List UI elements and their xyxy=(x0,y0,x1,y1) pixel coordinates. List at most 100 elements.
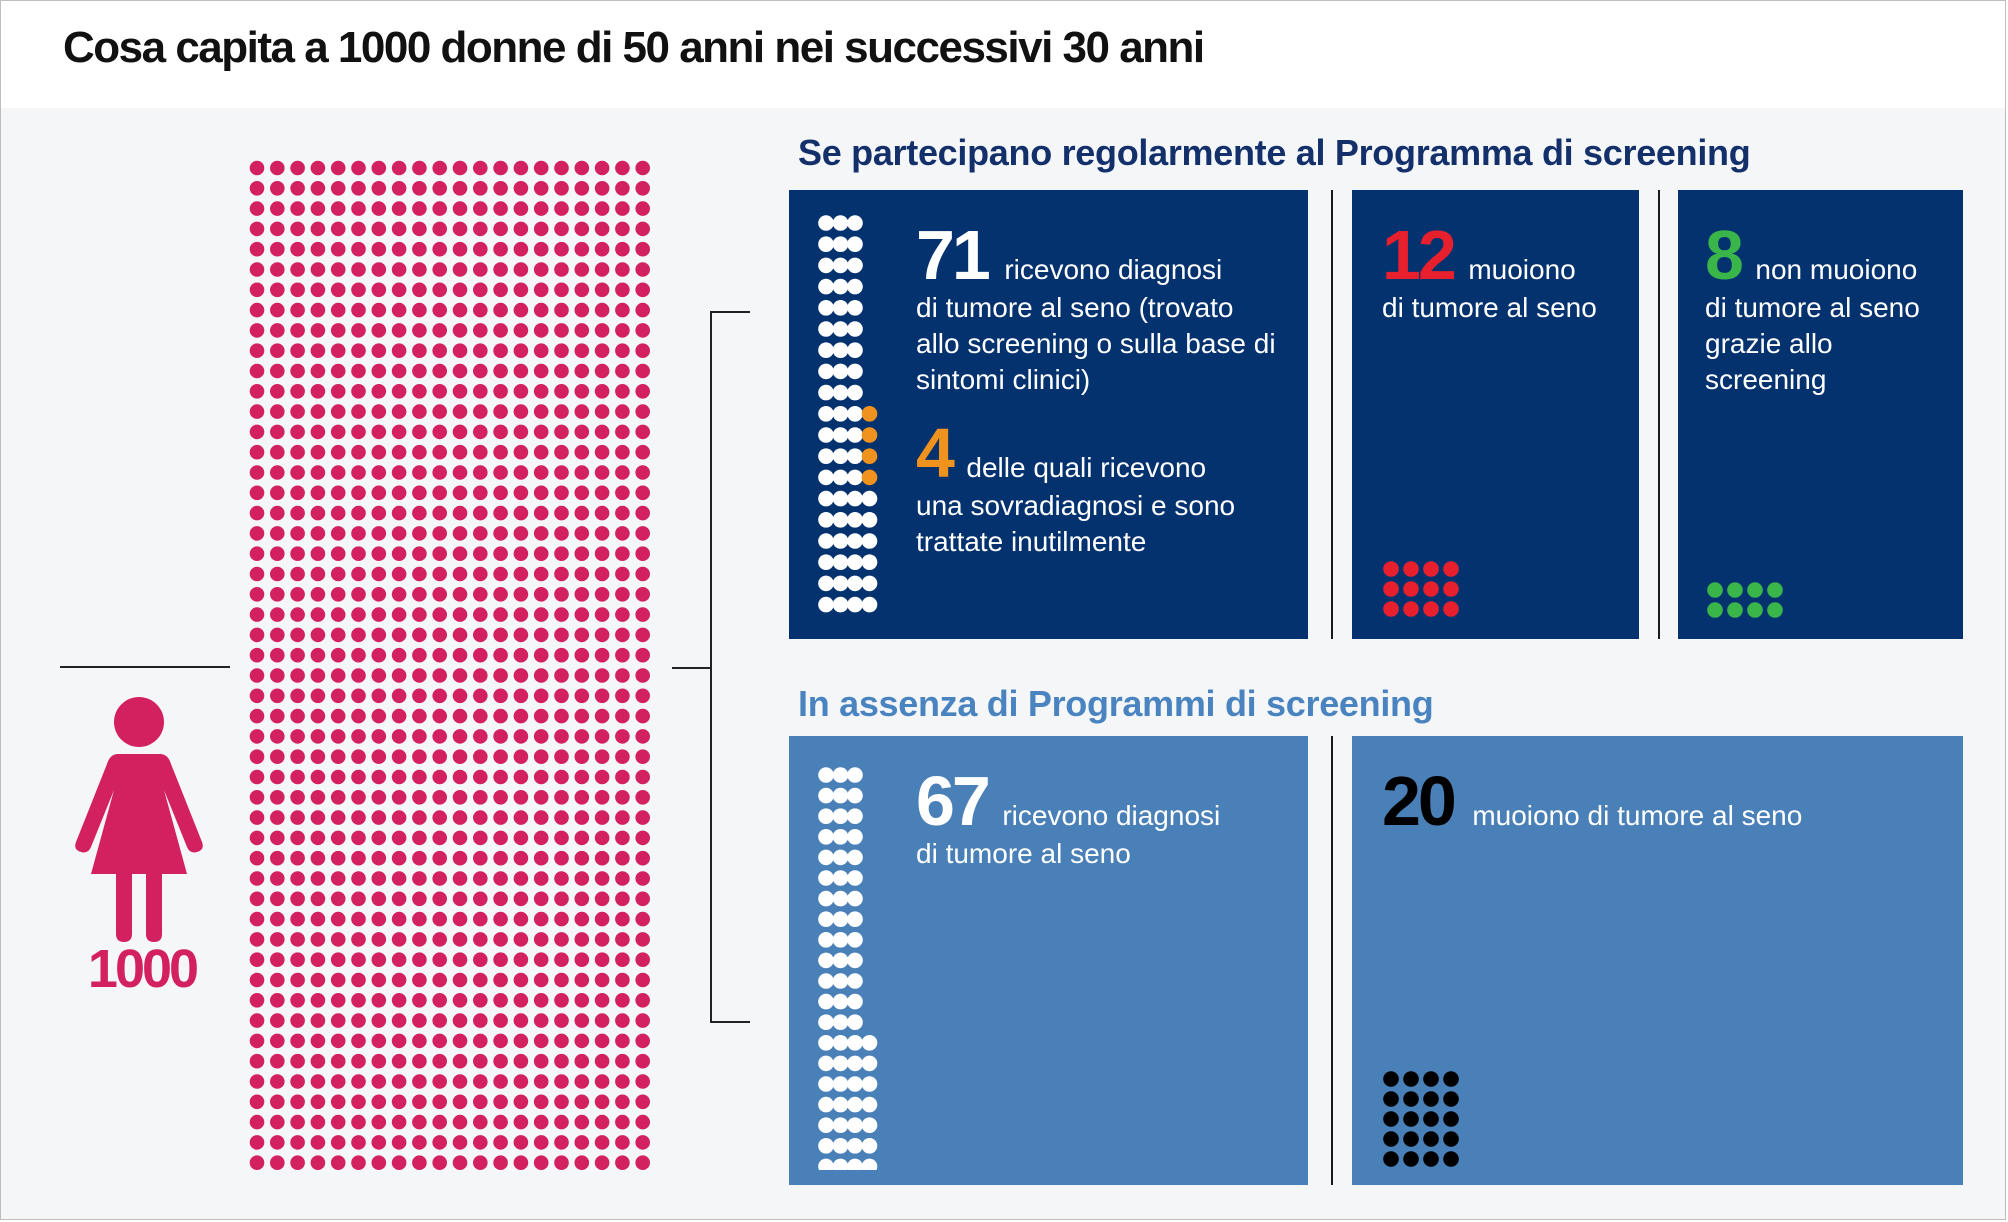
population-dot xyxy=(473,688,488,704)
population-dot xyxy=(310,1094,326,1110)
population-dot xyxy=(412,485,427,501)
diagnosed-dot xyxy=(818,406,834,422)
diagnosed-dot xyxy=(832,278,849,295)
death-dot xyxy=(1423,601,1439,617)
population-dot xyxy=(554,607,569,622)
separator xyxy=(1658,190,1660,639)
population-dot xyxy=(391,952,407,967)
diagnosed-dot xyxy=(818,300,834,316)
population-dot xyxy=(412,404,427,419)
population-dot xyxy=(533,485,549,501)
population-dot xyxy=(513,729,529,744)
diagnosed-dot xyxy=(847,787,863,804)
population-dot xyxy=(290,972,305,988)
population-dot xyxy=(270,688,285,704)
population-dot xyxy=(432,1135,447,1150)
population-dot xyxy=(533,891,549,907)
population-dot xyxy=(310,587,326,602)
population-dot xyxy=(290,485,305,501)
population-dot xyxy=(270,201,285,216)
population-dot xyxy=(310,282,326,298)
population-dot xyxy=(533,1074,549,1089)
population-dot xyxy=(310,972,326,988)
death-dot xyxy=(1443,1151,1459,1167)
diagnosed-dot xyxy=(847,932,863,948)
population-dot xyxy=(310,810,326,825)
diagnosed-dot xyxy=(832,236,849,252)
population-dot xyxy=(615,444,630,460)
population-dot xyxy=(351,181,366,196)
population-dot xyxy=(330,1074,346,1089)
population-dot xyxy=(635,850,650,866)
population-dot xyxy=(432,221,447,237)
population-dot xyxy=(493,424,508,440)
population-dot xyxy=(493,241,508,257)
diagnosed-dot xyxy=(832,406,849,422)
population-dot xyxy=(554,708,569,724)
population-dot xyxy=(574,911,590,927)
population-dot xyxy=(351,952,366,967)
population-dot xyxy=(594,607,610,622)
population-dot xyxy=(270,262,285,277)
population-dot xyxy=(310,911,326,927)
population-dot xyxy=(249,993,265,1008)
population-dot xyxy=(330,444,346,460)
population-dot xyxy=(594,485,610,501)
population-dot xyxy=(310,323,326,338)
population-dot xyxy=(290,241,305,257)
population-dot xyxy=(371,769,387,785)
population-dot xyxy=(412,566,427,582)
death-dot xyxy=(1423,1131,1439,1147)
population-dot xyxy=(290,1013,305,1028)
population-dot xyxy=(330,221,346,237)
population-dot xyxy=(391,911,407,927)
population-dot xyxy=(391,323,407,338)
death-dot xyxy=(1383,1111,1399,1127)
population-dot xyxy=(249,911,265,927)
population-dot xyxy=(330,911,346,927)
population-dot xyxy=(452,607,468,622)
diagnosed-dot xyxy=(818,1117,834,1133)
population-dot xyxy=(270,1155,285,1170)
population-dot xyxy=(290,708,305,724)
population-dot xyxy=(452,627,468,643)
population-dot xyxy=(452,1013,468,1028)
deaths-no-screening-block: 20 muoiono di tumore al seno xyxy=(1382,766,1942,836)
population-dot xyxy=(290,749,305,764)
population-dot xyxy=(351,465,366,480)
population-dot xyxy=(270,1053,285,1069)
population-dot xyxy=(391,810,407,825)
population-dot xyxy=(452,891,468,907)
population-dot xyxy=(290,1094,305,1110)
panel-deaths-screening: 12 muoiono di tumore al seno xyxy=(1352,190,1639,639)
diagnosed-dot xyxy=(832,767,849,783)
population-dot xyxy=(330,1094,346,1110)
population-dot xyxy=(290,505,305,521)
diagnosed-dot xyxy=(847,1138,863,1154)
population-dot xyxy=(594,526,610,541)
population-dot xyxy=(533,343,549,358)
population-dot xyxy=(533,221,549,237)
diagnosed-no-screening-number: 67 xyxy=(916,762,991,840)
diagnosed-dot xyxy=(832,342,849,358)
population-dot xyxy=(330,790,346,805)
population-dot xyxy=(594,627,610,643)
population-dot xyxy=(290,444,305,460)
diagnosed-dot xyxy=(847,808,863,824)
population-dot xyxy=(513,749,529,764)
deaths-no-screening-dots xyxy=(1383,1071,1459,1167)
population-dot xyxy=(310,627,326,643)
population-dot xyxy=(371,363,387,379)
population-dot xyxy=(391,505,407,521)
population-dot xyxy=(270,647,285,663)
population-dot xyxy=(371,160,387,176)
population-dot xyxy=(310,749,326,764)
population-dot xyxy=(635,505,650,521)
population-dot xyxy=(270,911,285,927)
diagnosed-dot xyxy=(847,993,863,1010)
population-dot xyxy=(615,282,630,298)
population-dot xyxy=(432,1094,447,1110)
population-dot xyxy=(412,993,427,1008)
population-dot xyxy=(391,384,407,399)
population-dot xyxy=(371,282,387,298)
